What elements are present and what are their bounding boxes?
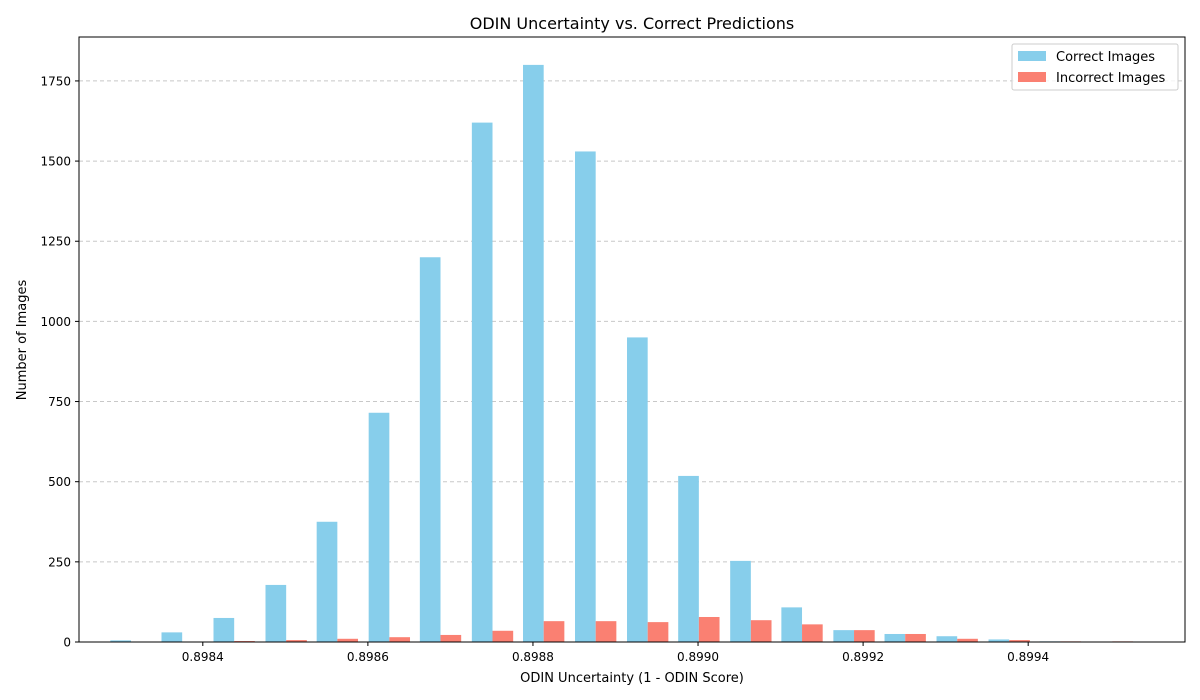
x-axis: 0.8984 0.8986 0.8988 0.8990 0.8992 0.8994 xyxy=(182,642,1049,664)
bar-incorrect xyxy=(698,616,720,642)
legend-swatch-correct xyxy=(1018,51,1046,61)
chart-title: ODIN Uncertainty vs. Correct Predictions xyxy=(470,14,795,33)
y-tick-label: 1750 xyxy=(40,74,71,88)
x-tick-label: 0.8988 xyxy=(512,650,554,664)
y-axis: 0 250 500 750 1000 1250 1500 1750 xyxy=(40,74,79,650)
bar-correct xyxy=(419,257,441,642)
bar-incorrect xyxy=(1009,640,1030,642)
legend-box xyxy=(1011,43,1179,91)
bar-correct xyxy=(213,617,235,642)
x-tick-label: 0.8994 xyxy=(1007,650,1049,664)
x-axis-label: ODIN Uncertainty (1 - ODIN Score) xyxy=(520,671,744,686)
bar-correct xyxy=(988,639,1010,642)
x-tick-label: 0.8990 xyxy=(677,650,719,664)
legend-label-correct: Correct Images xyxy=(1056,50,1155,65)
y-tick-label: 250 xyxy=(48,555,71,569)
bar-correct xyxy=(110,640,131,642)
bar-correct xyxy=(678,475,699,642)
bars xyxy=(110,64,1134,643)
legend: Correct Images Incorrect Images xyxy=(1011,43,1179,91)
bar-incorrect xyxy=(543,621,565,642)
bar-incorrect xyxy=(492,630,514,642)
y-tick-label: 1500 xyxy=(40,155,71,169)
bar-incorrect xyxy=(286,640,307,642)
bar-correct xyxy=(316,521,338,642)
bar-correct xyxy=(730,560,751,642)
y-tick-label: 750 xyxy=(48,395,71,409)
bar-incorrect xyxy=(647,622,669,642)
plot-frame xyxy=(78,36,1186,643)
bar-correct xyxy=(523,64,544,642)
bar-correct xyxy=(471,122,493,643)
y-axis-label: Number of Images xyxy=(15,280,30,401)
bar-incorrect xyxy=(389,637,411,642)
bar-correct xyxy=(833,630,855,642)
x-tick-label: 0.8992 xyxy=(842,650,884,664)
bar-incorrect xyxy=(854,630,875,642)
bar-correct xyxy=(265,584,287,642)
bar-correct xyxy=(575,151,596,642)
bar-incorrect xyxy=(750,620,772,642)
bar-incorrect xyxy=(802,624,823,642)
x-tick-label: 0.8984 xyxy=(182,650,224,664)
y-tick-label: 0 xyxy=(63,636,71,650)
x-tick-label: 0.8986 xyxy=(347,650,389,664)
bar-correct xyxy=(884,633,906,642)
y-tick-label: 1250 xyxy=(40,235,71,249)
legend-swatch-incorrect xyxy=(1018,72,1046,82)
legend-label-incorrect: Incorrect Images xyxy=(1056,71,1165,86)
bar-correct xyxy=(368,412,390,642)
bar-correct xyxy=(627,337,648,642)
bar-incorrect xyxy=(337,638,359,642)
bar-incorrect xyxy=(905,633,926,642)
y-tick-label: 1000 xyxy=(40,315,71,329)
bar-incorrect xyxy=(957,638,978,642)
bar-correct xyxy=(161,632,183,642)
y-tick-label: 500 xyxy=(48,475,71,489)
bar-correct xyxy=(781,607,803,642)
bar-incorrect xyxy=(595,621,617,642)
bar-correct xyxy=(936,636,958,642)
bar-incorrect xyxy=(440,634,462,642)
